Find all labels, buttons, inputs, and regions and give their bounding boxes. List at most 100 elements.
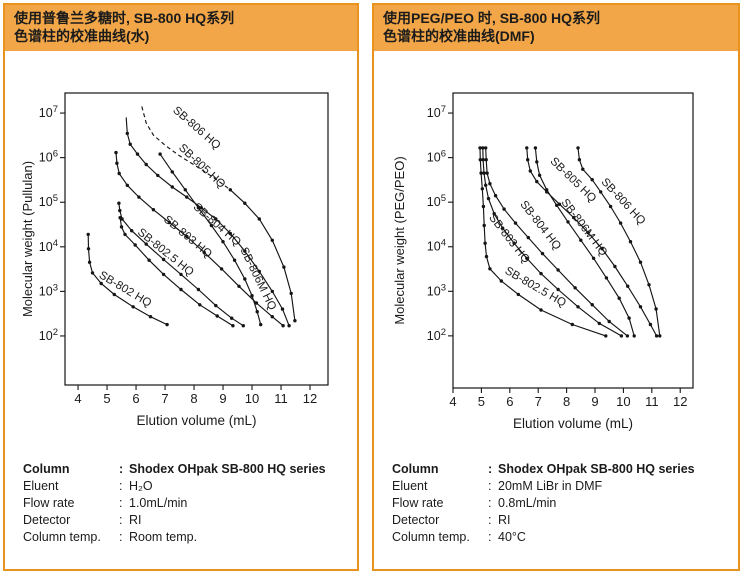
data-point-marker	[481, 146, 485, 150]
data-point-marker	[123, 232, 127, 237]
data-point-marker	[501, 226, 505, 230]
data-point-marker	[608, 204, 613, 209]
spec-label: Detector	[23, 513, 71, 527]
x-tick-label: 6	[132, 391, 139, 406]
x-tick-label: 10	[245, 391, 259, 406]
spec-label: Eluent	[392, 479, 428, 493]
data-point-marker	[499, 279, 503, 283]
x-tick-label: 11	[645, 394, 659, 409]
data-point-marker	[199, 206, 203, 210]
data-point-marker	[167, 220, 172, 225]
data-point-marker	[481, 204, 486, 209]
data-point-marker	[613, 264, 617, 269]
data-point-marker	[570, 322, 574, 327]
data-point-marker	[144, 242, 148, 246]
data-point-marker	[526, 235, 530, 240]
spec-row-flow-rate: Flow rate : 0.8mL/min	[392, 495, 728, 512]
data-point-marker	[185, 234, 189, 239]
data-point-marker	[535, 179, 539, 184]
spec-row-column: Column : Shodex OHpak SB-800 HQ series	[23, 461, 347, 478]
data-point-marker	[638, 305, 643, 309]
data-point-marker	[232, 258, 237, 262]
y-tick-label: 106	[427, 149, 446, 165]
series-line	[534, 147, 635, 337]
data-point-marker	[257, 269, 261, 274]
data-point-marker	[293, 319, 297, 323]
data-point-marker	[144, 162, 148, 167]
data-point-marker	[241, 324, 245, 328]
data-point-marker	[556, 287, 560, 292]
data-point-marker	[219, 267, 224, 271]
plot-frame	[452, 92, 694, 389]
data-point-marker	[628, 240, 633, 244]
spec-row-eluent: Eluent : H₂O	[23, 478, 347, 495]
data-point-marker	[535, 160, 539, 164]
data-point-marker	[120, 217, 124, 221]
data-point-marker	[627, 316, 631, 320]
data-point-marker	[183, 188, 187, 192]
spec-value: 1.0mL/min	[129, 496, 188, 510]
data-point-marker	[259, 322, 263, 327]
data-point-marker	[270, 238, 274, 242]
data-point-marker	[586, 230, 590, 235]
data-point-marker	[125, 183, 129, 187]
data-point-marker	[648, 322, 653, 327]
data-point-marker	[137, 195, 141, 199]
data-point-marker	[231, 324, 235, 328]
data-point-marker	[250, 294, 254, 298]
data-point-marker	[228, 188, 232, 192]
spec-label: Column	[23, 462, 70, 476]
spec-value: 20mM LiBr in DMF	[498, 479, 603, 493]
data-point-marker	[590, 303, 594, 307]
data-point-marker	[230, 316, 234, 320]
series-line	[479, 147, 606, 337]
data-point-marker	[112, 292, 117, 297]
data-point-marker	[161, 257, 166, 262]
y-tick-label: 102	[39, 327, 58, 343]
spec-list: Column : Shodex OHpak SB-800 HQ series E…	[392, 461, 728, 546]
data-point-marker	[579, 238, 583, 242]
series-label: SB-806M HQ	[559, 197, 610, 259]
data-point-marker	[526, 158, 530, 162]
header-line-2: 色谱柱的校准曲线(DMF)	[383, 28, 535, 45]
series-line	[485, 147, 628, 337]
data-point-marker	[214, 217, 218, 221]
spec-list: Column : Shodex OHpak SB-800 HQ series E…	[23, 461, 347, 546]
chart-svg: 4 5 6 7 8 9 10 11 12 Elution volume (mL) 102 103 104…	[20, 92, 329, 428]
data-point-marker	[638, 260, 643, 264]
data-point-marker	[590, 178, 594, 182]
data-point-marker	[158, 152, 162, 156]
data-point-marker	[255, 310, 259, 314]
data-point-marker	[619, 334, 624, 338]
y-tick-label: 105	[39, 193, 58, 209]
spec-colon: :	[488, 496, 492, 510]
y-axis-title: Molecular weight (PEG/PEO)	[392, 156, 407, 324]
data-point-marker	[179, 287, 183, 292]
data-point-marker	[228, 231, 232, 236]
calibration-chart-peg-peo: 4 5 6 7 8 9 10 11 12 Elution volume (mL) 102 103 104…	[374, 45, 738, 450]
spec-label: Eluent	[23, 479, 59, 493]
data-point-marker	[484, 146, 488, 150]
series-label: SB-805 HQ	[176, 142, 227, 191]
data-point-marker	[604, 276, 609, 280]
data-point-marker	[572, 215, 576, 220]
panel-peg-peo-dmf: 使用PEG/PEO 时, SB-800 HQ系列 色谱柱的校准曲线(DMF) 4…	[372, 3, 740, 571]
x-tick-label: 4	[74, 391, 81, 406]
data-point-marker	[591, 256, 596, 260]
data-point-marker	[540, 251, 545, 256]
data-point-marker	[555, 203, 559, 207]
data-point-marker	[528, 169, 532, 173]
data-point-marker	[513, 221, 518, 225]
data-point-marker	[658, 334, 662, 338]
data-point-marker	[599, 190, 603, 194]
data-point-marker	[170, 185, 174, 189]
data-point-marker	[604, 334, 608, 338]
x-tick-label: 9	[591, 394, 598, 409]
header-line-1: 使用PEG/PEO 时, SB-800 HQ系列	[383, 10, 601, 26]
data-point-marker	[118, 208, 122, 213]
data-point-marker	[287, 324, 291, 328]
data-point-marker	[492, 212, 496, 216]
data-point-marker	[537, 173, 542, 177]
spec-row-eluent: Eluent : 20mM LiBr in DMF	[392, 478, 728, 495]
spec-colon: :	[119, 496, 123, 510]
